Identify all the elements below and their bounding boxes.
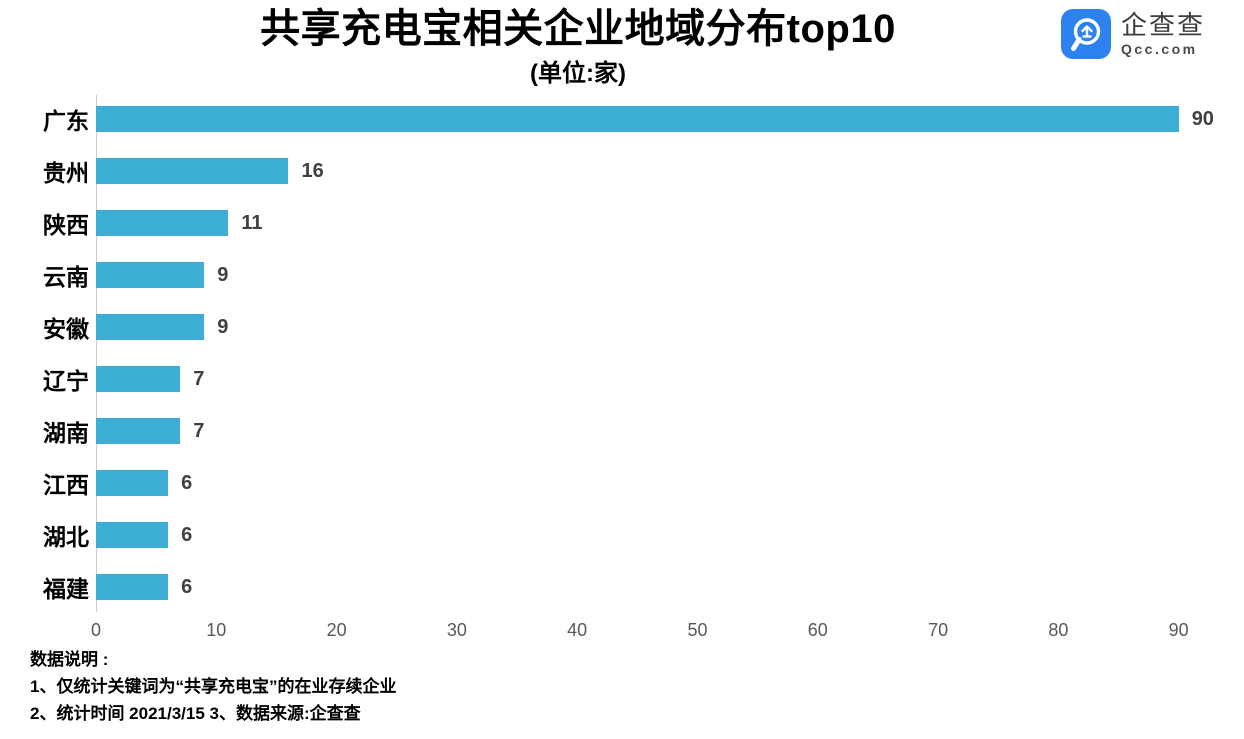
bar bbox=[96, 262, 205, 288]
value-label: 6 bbox=[181, 471, 193, 494]
value-label: 6 bbox=[181, 523, 193, 546]
value-label: 9 bbox=[217, 315, 229, 338]
bar bbox=[96, 106, 1179, 132]
bar-track: 16 bbox=[96, 158, 1244, 184]
x-axis-tick: 10 bbox=[206, 620, 227, 640]
category-label: 贵州 bbox=[43, 160, 89, 186]
bar-chart: 广东 90 贵州 16 陕西 11 云南 9 安徽 9 辽宁 7 湖南 7 江西 6 湖北 6 福建 6 0 10 20 3… bbox=[0, 93, 1244, 649]
x-axis-tick: 50 bbox=[687, 620, 708, 640]
bar-track: 90 bbox=[96, 106, 1244, 132]
bar-track: 6 bbox=[96, 470, 1244, 496]
chart-row: 安徽 9 bbox=[0, 301, 1244, 353]
bar bbox=[96, 522, 169, 548]
value-label: 9 bbox=[217, 263, 229, 286]
x-axis-tick: 0 bbox=[90, 620, 102, 640]
category-label: 安徽 bbox=[43, 316, 89, 342]
category-label: 江西 bbox=[43, 472, 89, 498]
qcc-logo-icon bbox=[1060, 9, 1111, 59]
category-label: 湖南 bbox=[43, 420, 89, 446]
category-label: 湖北 bbox=[43, 524, 89, 550]
category-label: 陕西 bbox=[43, 212, 89, 238]
chart-header: 共享充电宝相关企业地域分布top10 (单位:家) bbox=[0, 6, 1244, 88]
x-axis-tick: 60 bbox=[807, 620, 828, 640]
footnote-1: 1、仅统计关键词为“共享充电宝”的在业存续企业 bbox=[30, 677, 397, 696]
bar bbox=[96, 210, 229, 236]
bar-track: 7 bbox=[96, 366, 1244, 392]
chart-row: 广东 90 bbox=[0, 93, 1244, 145]
x-axis-tick: 20 bbox=[326, 620, 347, 640]
qcc-logo-domain: Qcc.com bbox=[1120, 41, 1198, 58]
x-axis-tick: 80 bbox=[1048, 620, 1069, 640]
bar-rows: 广东 90 贵州 16 陕西 11 云南 9 安徽 9 辽宁 7 湖南 7 江西 6 湖北 6 福建 6 bbox=[0, 93, 1244, 613]
chart-unit-subtitle: (单位:家) bbox=[530, 60, 626, 87]
value-label: 16 bbox=[301, 159, 324, 182]
chart-row: 福建 6 bbox=[0, 561, 1244, 613]
bar-track: 9 bbox=[96, 314, 1244, 340]
category-label: 广东 bbox=[43, 108, 89, 134]
bar-track: 9 bbox=[96, 262, 1244, 288]
bar-track: 6 bbox=[96, 522, 1244, 548]
bar bbox=[96, 574, 169, 600]
x-axis-tick: 90 bbox=[1168, 620, 1189, 640]
value-label: 90 bbox=[1191, 107, 1214, 130]
category-label: 福建 bbox=[43, 576, 89, 602]
value-label: 7 bbox=[193, 419, 205, 442]
footnote-heading: 数据说明 : bbox=[30, 650, 109, 669]
chart-row: 辽宁 7 bbox=[0, 353, 1244, 405]
bar bbox=[96, 418, 181, 444]
x-axis: 0 10 20 30 40 50 60 70 80 90 bbox=[0, 620, 1244, 646]
x-axis-tick: 30 bbox=[446, 620, 467, 640]
y-axis-line bbox=[96, 95, 97, 612]
bar-track: 11 bbox=[96, 210, 1244, 236]
chart-row: 贵州 16 bbox=[0, 145, 1244, 197]
x-axis-tick: 70 bbox=[928, 620, 949, 640]
qcc-logo-name: 企查查 bbox=[1120, 9, 1205, 40]
value-label: 11 bbox=[241, 211, 263, 234]
page-title: 共享充电宝相关企业地域分布top10 bbox=[260, 7, 896, 51]
value-label: 6 bbox=[181, 575, 193, 598]
bar bbox=[96, 366, 181, 392]
value-label: 7 bbox=[193, 367, 205, 390]
bar-track: 6 bbox=[96, 574, 1244, 600]
footnote-2: 2、统计时间 2021/3/15 3、数据来源:企查查 bbox=[30, 704, 361, 723]
bar bbox=[96, 158, 289, 184]
chart-row: 陕西 11 bbox=[0, 197, 1244, 249]
chart-row: 湖北 6 bbox=[0, 509, 1244, 561]
bar-track: 7 bbox=[96, 418, 1244, 444]
category-label: 云南 bbox=[43, 264, 89, 290]
bar bbox=[96, 470, 169, 496]
bar bbox=[96, 314, 205, 340]
qcc-logo: 企查查 Qcc.com bbox=[1060, 8, 1205, 60]
qcc-logo-text: 企查查 Qcc.com bbox=[1121, 11, 1205, 58]
category-label: 辽宁 bbox=[43, 368, 89, 394]
chart-row: 云南 9 bbox=[0, 249, 1244, 301]
chart-row: 江西 6 bbox=[0, 457, 1244, 509]
footnotes: 数据说明 : 1、仅统计关键词为“共享充电宝”的在业存续企业 2、统计时间 20… bbox=[30, 646, 396, 727]
chart-row: 湖南 7 bbox=[0, 405, 1244, 457]
x-axis-tick: 40 bbox=[567, 620, 588, 640]
